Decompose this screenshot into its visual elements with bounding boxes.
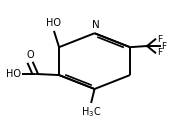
Text: H$_3$C: H$_3$C bbox=[81, 105, 101, 119]
Text: HO: HO bbox=[6, 69, 21, 79]
Text: F: F bbox=[162, 41, 167, 51]
Text: F: F bbox=[157, 35, 162, 44]
Text: N: N bbox=[92, 20, 99, 30]
Text: F: F bbox=[157, 48, 162, 57]
Text: O: O bbox=[26, 50, 34, 60]
Text: HO: HO bbox=[46, 18, 61, 28]
